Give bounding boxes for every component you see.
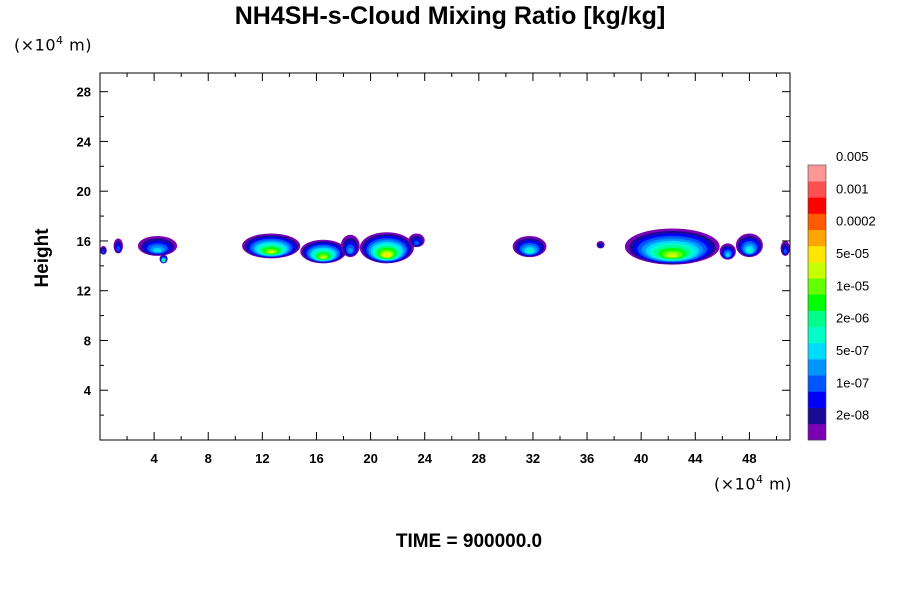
cloud-patch — [780, 240, 790, 256]
cloud-patch — [340, 234, 360, 258]
time-label: TIME = 900000.0 — [395, 531, 543, 552]
colorbar-swatch — [808, 278, 826, 295]
colorbar-swatch — [808, 391, 826, 408]
cloud-patch — [719, 243, 736, 260]
colorbar-swatch — [808, 165, 826, 182]
y-tick-label: 16 — [77, 234, 91, 249]
cloud-patch — [735, 233, 763, 258]
cloud-level — [414, 240, 420, 246]
cloud-level — [526, 249, 533, 254]
colorbar-swatch — [808, 213, 826, 231]
x-tick-label: 44 — [688, 451, 703, 466]
x-tick-label: 40 — [634, 451, 648, 466]
colorbar-swatch — [808, 294, 826, 311]
colorbar-label: 0.001 — [836, 181, 869, 196]
colorbar-label: 1e-07 — [836, 375, 869, 390]
colorbar-swatch — [808, 181, 826, 198]
colorbar-label: 2e-08 — [836, 408, 869, 423]
cloud-level — [153, 248, 162, 253]
cloud-level — [666, 253, 679, 258]
colorbar-swatch — [808, 326, 826, 344]
x-tick-label: 20 — [363, 451, 377, 466]
x-tick-label: 16 — [309, 451, 323, 466]
colorbar-label: 0.005 — [836, 149, 869, 164]
cloud-level — [267, 250, 275, 254]
chart-title: NH4SH-s-Cloud Mixing Ratio [kg/kg] — [234, 2, 666, 30]
cloud-level — [116, 246, 120, 252]
colorbar-label: 0.0002 — [836, 214, 876, 229]
x-tick-label: 36 — [580, 451, 594, 466]
colorbar-label: 1e-05 — [836, 278, 869, 293]
y-axis-unit: (×104 m) — [14, 34, 92, 55]
colorbar-swatch — [808, 359, 826, 376]
cloud-patch — [300, 239, 347, 264]
cloud-patch — [359, 232, 414, 264]
cloud-level — [783, 248, 787, 254]
y-tick-label: 4 — [84, 383, 92, 398]
x-tick-label: 32 — [526, 451, 540, 466]
cloud-level — [746, 248, 752, 253]
plot-frame — [99, 72, 791, 441]
cloud-level — [320, 255, 327, 259]
cloud-patch — [408, 233, 425, 248]
y-tick-label: 28 — [77, 85, 91, 100]
cloud-patch — [242, 233, 301, 259]
colorbar-swatch — [808, 245, 826, 263]
colorbar-swatch — [808, 310, 826, 328]
colorbar-label: 5e-07 — [836, 343, 869, 358]
colorbar-swatch — [808, 197, 826, 214]
colorbar-swatch — [808, 342, 826, 360]
colorbar-frame — [807, 164, 827, 441]
colorbar: 2e-08 1e-07 5e-07 2e-06 1e-05 5e-05 0.0002 0.00… — [807, 149, 876, 441]
x-tick-label: 48 — [742, 451, 756, 466]
x-tick-label: 12 — [255, 451, 269, 466]
x-tick-label: 24 — [417, 451, 432, 466]
y-tick-label: 20 — [77, 184, 91, 199]
x-tick-label: 4 — [151, 451, 159, 466]
y-tick-label: 12 — [77, 284, 91, 299]
cloud-level — [383, 253, 390, 258]
cloud-patch — [596, 240, 605, 249]
y-tick-label: 24 — [77, 134, 92, 149]
cloud-field — [100, 228, 790, 265]
cloud-level — [725, 253, 730, 257]
y-tick-label: 8 — [84, 333, 91, 348]
cloud-patch — [137, 235, 178, 256]
x-tick-label: 28 — [472, 451, 486, 466]
colorbar-label: 5e-05 — [836, 246, 869, 261]
colorbar-swatch — [808, 423, 826, 441]
x-tick-label: 8 — [205, 451, 212, 466]
cloud-patch — [624, 228, 720, 265]
x-axis-unit: (×104 m) — [714, 473, 792, 494]
colorbar-swatch — [808, 375, 826, 392]
cloud-patch — [512, 235, 547, 258]
cloud-patch — [113, 238, 124, 254]
cloud-level — [102, 250, 105, 254]
cloud-level — [347, 247, 353, 254]
colorbar-swatch — [808, 229, 826, 247]
colorbar-swatch — [808, 262, 826, 279]
cloud-patch — [159, 254, 168, 264]
cloud-patch — [100, 245, 107, 255]
cloud-level — [598, 244, 603, 248]
colorbar-label: 2e-06 — [836, 311, 869, 326]
colorbar-swatch — [808, 407, 826, 425]
cloud-level — [162, 260, 165, 262]
